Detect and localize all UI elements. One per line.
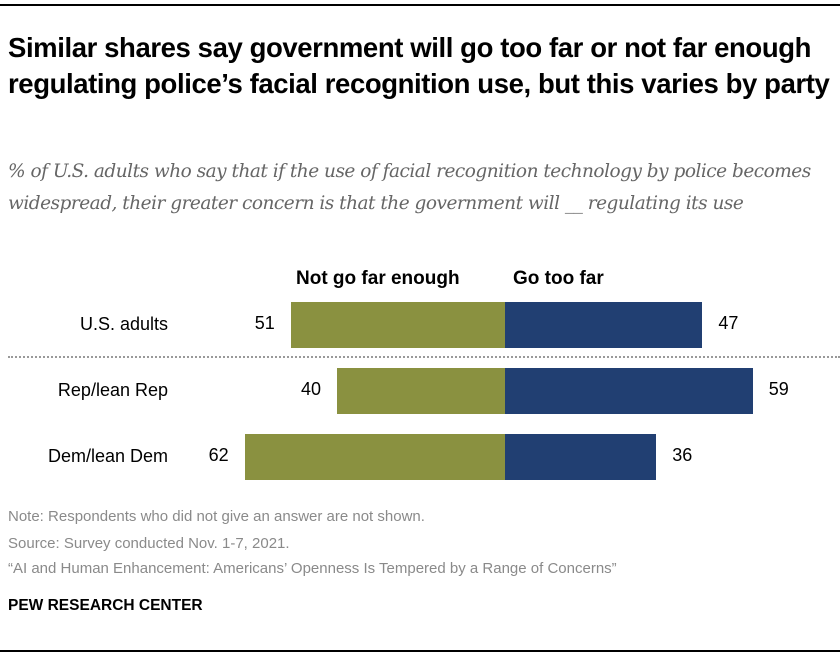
category-label-u-s-adults: U.S. adults <box>79 314 168 334</box>
bar-not-go-far-enough-dem-lean-dem <box>244 434 505 480</box>
value-label-go-too-far-u-s-adults: 47 <box>718 313 739 333</box>
source-text: Source: Survey conducted Nov. 1-7, 2021. <box>8 535 290 552</box>
bottom-rule <box>0 650 840 652</box>
top-rule <box>0 4 840 6</box>
value-label-not-go-far-enough-rep-lean-rep: 40 <box>300 379 321 399</box>
bar-go-too-far-u-s-adults <box>505 302 703 348</box>
pew-research-center-logo: PEW RESEARCH CENTER <box>8 597 203 614</box>
legend-go-too-far: Go too far <box>513 268 604 289</box>
value-label-go-too-far-dem-lean-dem: 36 <box>672 445 693 465</box>
category-label-rep-lean-rep: Rep/lean Rep <box>57 380 168 400</box>
bar-go-too-far-dem-lean-dem <box>505 434 657 480</box>
category-label-dem-lean-dem: Dem/lean Dem <box>47 446 168 466</box>
legend-not-go-far-enough: Not go far enough <box>296 268 460 289</box>
report-title-text: “AI and Human Enhancement: Americans’ Op… <box>8 560 617 577</box>
chart-subtitle: % of U.S. adults who say that if the use… <box>8 161 811 214</box>
value-label-not-go-far-enough-dem-lean-dem: 62 <box>208 445 229 465</box>
bar-not-go-far-enough-u-s-adults <box>290 302 505 348</box>
chart-title: Similar shares say government will go to… <box>8 32 830 99</box>
value-label-not-go-far-enough-u-s-adults: 51 <box>254 313 275 333</box>
note-text: Note: Respondents who did not give an an… <box>8 508 425 525</box>
group-divider <box>8 356 840 358</box>
bar-go-too-far-rep-lean-rep <box>505 368 753 414</box>
value-label-go-too-far-rep-lean-rep: 59 <box>768 379 789 399</box>
bar-not-go-far-enough-rep-lean-rep <box>337 368 505 414</box>
